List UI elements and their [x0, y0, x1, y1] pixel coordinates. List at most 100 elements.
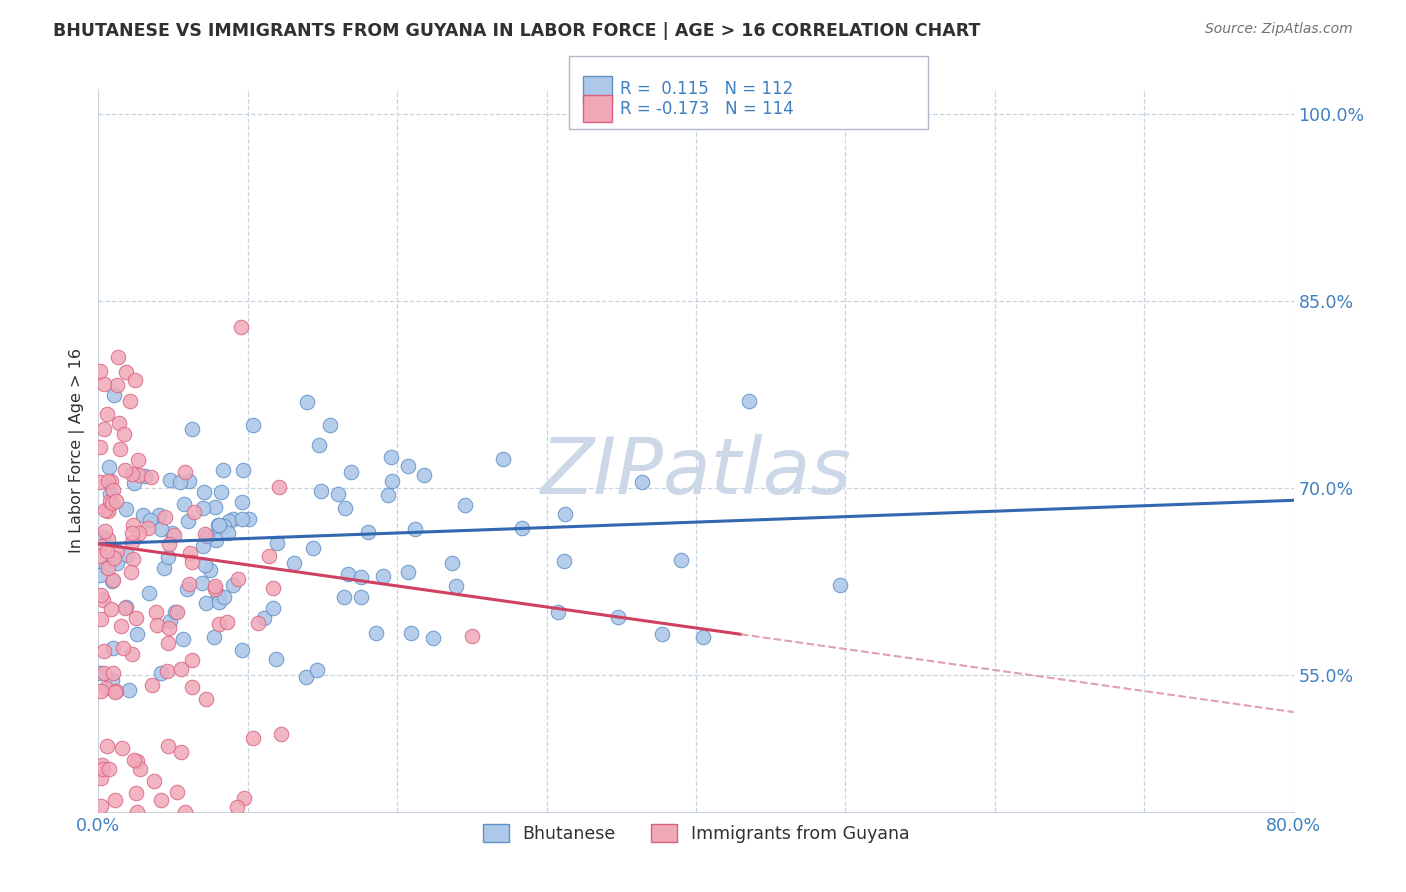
Point [204, 578, 226, 592]
Point [98, 460, 121, 475]
Point [181, 555, 204, 569]
Point [364, 625, 387, 640]
Point [308, 438, 330, 452]
Point [145, 605, 167, 619]
Point [93, 666, 115, 681]
Point [101, 641, 124, 656]
Point [181, 653, 204, 667]
Point [166, 785, 188, 799]
Point [89, 475, 111, 489]
Point [89, 549, 111, 564]
Point [121, 467, 143, 481]
Text: R =  0.115   N = 112: R = 0.115 N = 112 [620, 80, 793, 98]
Point [238, 512, 260, 526]
Point [302, 541, 325, 555]
Point [127, 805, 149, 819]
Point [122, 475, 145, 490]
Point [218, 514, 240, 528]
Point [128, 525, 150, 540]
Point [153, 560, 176, 574]
Point [114, 601, 136, 615]
Point [125, 786, 148, 800]
Point [112, 427, 135, 442]
Point [120, 565, 142, 579]
Point [97, 561, 120, 575]
Text: R = -0.173   N = 114: R = -0.173 N = 114 [620, 100, 794, 118]
Point [128, 467, 150, 482]
Point [215, 615, 238, 629]
Point [98, 487, 121, 501]
Point [103, 550, 125, 565]
Point [96, 532, 118, 546]
Point [207, 616, 229, 631]
Point [214, 519, 236, 533]
Point [669, 553, 692, 567]
Point [177, 577, 200, 591]
Point [121, 647, 143, 661]
Point [396, 458, 419, 473]
Point [94, 681, 117, 695]
Point [337, 567, 360, 582]
Point [156, 636, 179, 650]
Point [191, 576, 214, 591]
Point [371, 569, 394, 583]
Point [89, 440, 111, 454]
Point [93, 376, 115, 391]
Point [98, 493, 121, 508]
Point [90, 588, 112, 602]
Point [118, 394, 141, 409]
Point [222, 577, 245, 591]
Point [124, 611, 146, 625]
Point [121, 535, 143, 549]
Point [104, 683, 127, 698]
Point [93, 763, 115, 777]
Point [163, 605, 186, 619]
Point [172, 632, 194, 646]
Point [143, 774, 166, 789]
Point [738, 393, 761, 408]
Point [170, 662, 193, 676]
Point [295, 670, 318, 684]
Point [97, 503, 120, 517]
Point [217, 525, 239, 540]
Point [114, 502, 136, 516]
Point [231, 512, 253, 526]
Point [150, 522, 173, 536]
Point [166, 605, 188, 619]
Point [231, 643, 253, 657]
Point [156, 664, 179, 678]
Point [412, 467, 434, 482]
Point [141, 470, 163, 484]
Point [96, 560, 118, 574]
Point [121, 525, 143, 540]
Point [127, 754, 149, 768]
Point [170, 745, 193, 759]
Point [266, 652, 288, 666]
Point [512, 521, 534, 535]
Point [404, 522, 426, 536]
Point [101, 673, 124, 688]
Point [266, 535, 288, 549]
Point [97, 762, 120, 776]
Point [454, 498, 477, 512]
Point [89, 567, 111, 582]
Point [150, 666, 173, 681]
Point [146, 618, 169, 632]
Point [93, 422, 115, 436]
Point [163, 528, 186, 542]
Point [153, 510, 176, 524]
Point [105, 544, 128, 558]
Point [311, 483, 333, 498]
Point [110, 618, 132, 632]
Point [200, 563, 222, 577]
Text: ZIPatlas: ZIPatlas [540, 434, 852, 510]
Point [381, 474, 404, 488]
Point [111, 641, 134, 656]
Point [115, 600, 138, 615]
Point [350, 569, 373, 583]
Point [122, 517, 145, 532]
Point [232, 463, 254, 477]
Point [96, 739, 118, 754]
Point [553, 554, 575, 568]
Point [156, 739, 179, 753]
